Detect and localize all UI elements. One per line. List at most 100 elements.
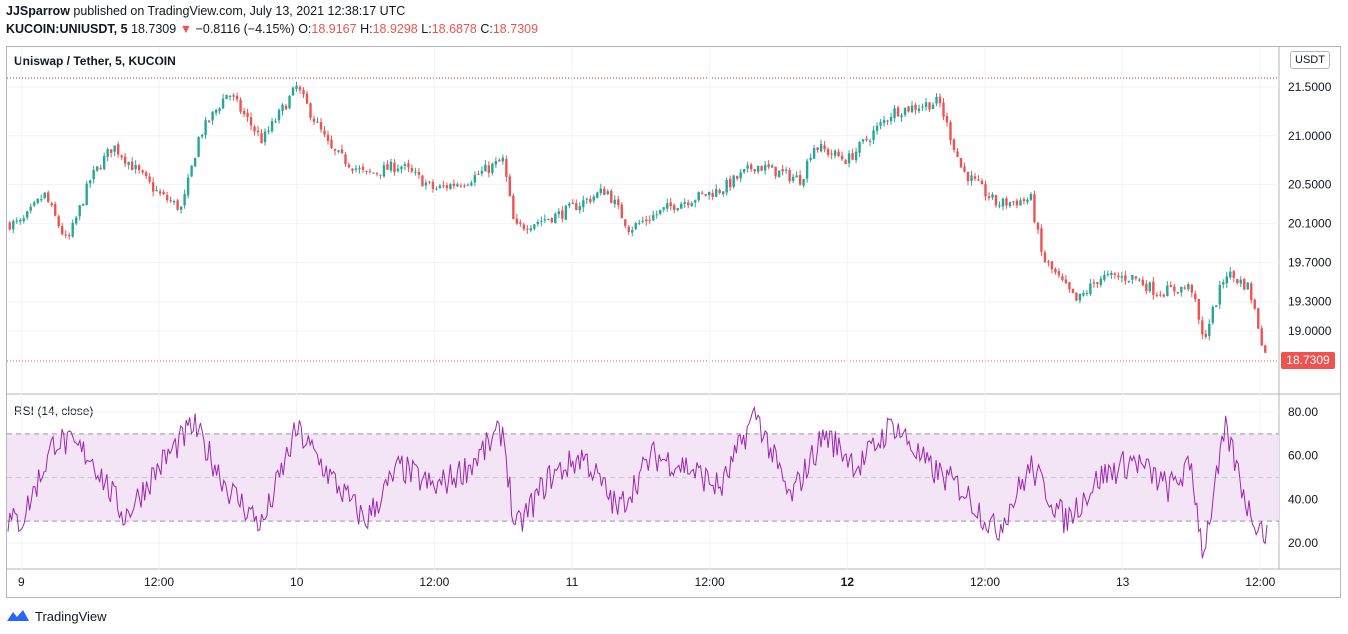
- candle: [470, 180, 473, 187]
- candle: [291, 86, 295, 96]
- candle: [1257, 307, 1260, 330]
- candle: [1092, 279, 1096, 288]
- candle: [627, 224, 630, 236]
- candle: [1232, 269, 1235, 283]
- candle: [690, 201, 693, 207]
- candle: [249, 112, 253, 131]
- candle: [330, 135, 333, 149]
- candle: [40, 194, 43, 203]
- candle: [445, 182, 449, 192]
- candle: [1008, 201, 1012, 208]
- candle: [417, 168, 421, 179]
- tradingview-logo-icon: [7, 610, 29, 621]
- candle: [728, 175, 732, 191]
- published-text: published on TradingView.com, July 13, 2…: [73, 4, 406, 18]
- candle: [305, 90, 309, 105]
- candle: [575, 199, 578, 211]
- candle: [88, 179, 92, 188]
- candle: [942, 98, 945, 121]
- candle: [179, 206, 183, 214]
- candle: [1222, 279, 1225, 289]
- candle: [109, 149, 113, 158]
- candle: [987, 192, 991, 201]
- candle: [1071, 288, 1075, 294]
- candle: [57, 214, 60, 229]
- candle: [970, 170, 973, 186]
- candle: [260, 129, 263, 144]
- symbol-label: KUCOIN:UNIUSDT, 5: [6, 22, 128, 36]
- candle: [438, 184, 442, 190]
- candle: [966, 171, 970, 186]
- candle: [344, 152, 347, 167]
- candle: [1005, 196, 1008, 209]
- candle: [484, 159, 487, 172]
- candle: [190, 165, 193, 178]
- candle: [861, 138, 865, 144]
- candle: [351, 168, 354, 174]
- candle: [372, 172, 375, 174]
- candle: [81, 203, 85, 207]
- candle: [956, 148, 959, 158]
- candle: [938, 93, 942, 108]
- candle: [977, 175, 980, 182]
- candle: [578, 202, 581, 214]
- candle: [442, 180, 445, 189]
- candle: [183, 189, 186, 209]
- candle: [522, 222, 526, 232]
- candle: [78, 204, 81, 221]
- candle: [36, 198, 39, 205]
- candle: [1250, 281, 1253, 304]
- candle: [274, 118, 277, 124]
- candle: [914, 102, 917, 115]
- candle: [1176, 291, 1180, 295]
- candle: [1012, 200, 1015, 206]
- rsi-tick-label: 60.00: [1288, 449, 1318, 463]
- candle: [714, 184, 718, 198]
- candle: [246, 108, 249, 122]
- candle: [134, 160, 137, 174]
- candle: [382, 161, 386, 178]
- candle: [1141, 276, 1145, 287]
- candle: [798, 170, 802, 186]
- candle: [211, 110, 214, 125]
- candle: [1085, 290, 1089, 296]
- candle: [536, 219, 540, 227]
- down-arrow-icon: ▼: [179, 22, 193, 36]
- price-tick-label: 20.5000: [1288, 178, 1332, 192]
- candle: [673, 203, 676, 214]
- currency-button[interactable]: USDT: [1290, 51, 1330, 69]
- candle: [515, 213, 519, 226]
- candle: [837, 148, 840, 158]
- candle: [494, 157, 498, 168]
- candle: [162, 189, 165, 196]
- price-tick-label: 19.7000: [1288, 256, 1332, 270]
- candle: [19, 218, 22, 225]
- chart-frame: [6, 46, 1341, 598]
- time-tick-label: 10: [290, 575, 304, 589]
- candle: [1043, 250, 1047, 264]
- candle: [823, 141, 826, 153]
- candle: [68, 232, 71, 240]
- candle: [508, 173, 512, 197]
- candle: [463, 183, 466, 188]
- candle: [805, 158, 809, 183]
- candle: [1173, 283, 1176, 296]
- candle: [582, 195, 585, 213]
- candle: [29, 203, 32, 214]
- candle: [375, 172, 379, 177]
- time-tick-label: 12: [841, 575, 855, 589]
- candle: [844, 158, 847, 165]
- candle: [763, 161, 767, 175]
- candle: [753, 169, 756, 174]
- candle: [533, 224, 536, 231]
- candle: [428, 180, 431, 185]
- candle: [774, 166, 777, 180]
- candle: [540, 216, 543, 227]
- candle: [893, 105, 896, 123]
- rsi-tick-label: 80.00: [1288, 405, 1318, 419]
- candle: [1134, 276, 1138, 281]
- candle: [1183, 285, 1187, 290]
- candle: [200, 133, 204, 139]
- candle: [235, 92, 239, 103]
